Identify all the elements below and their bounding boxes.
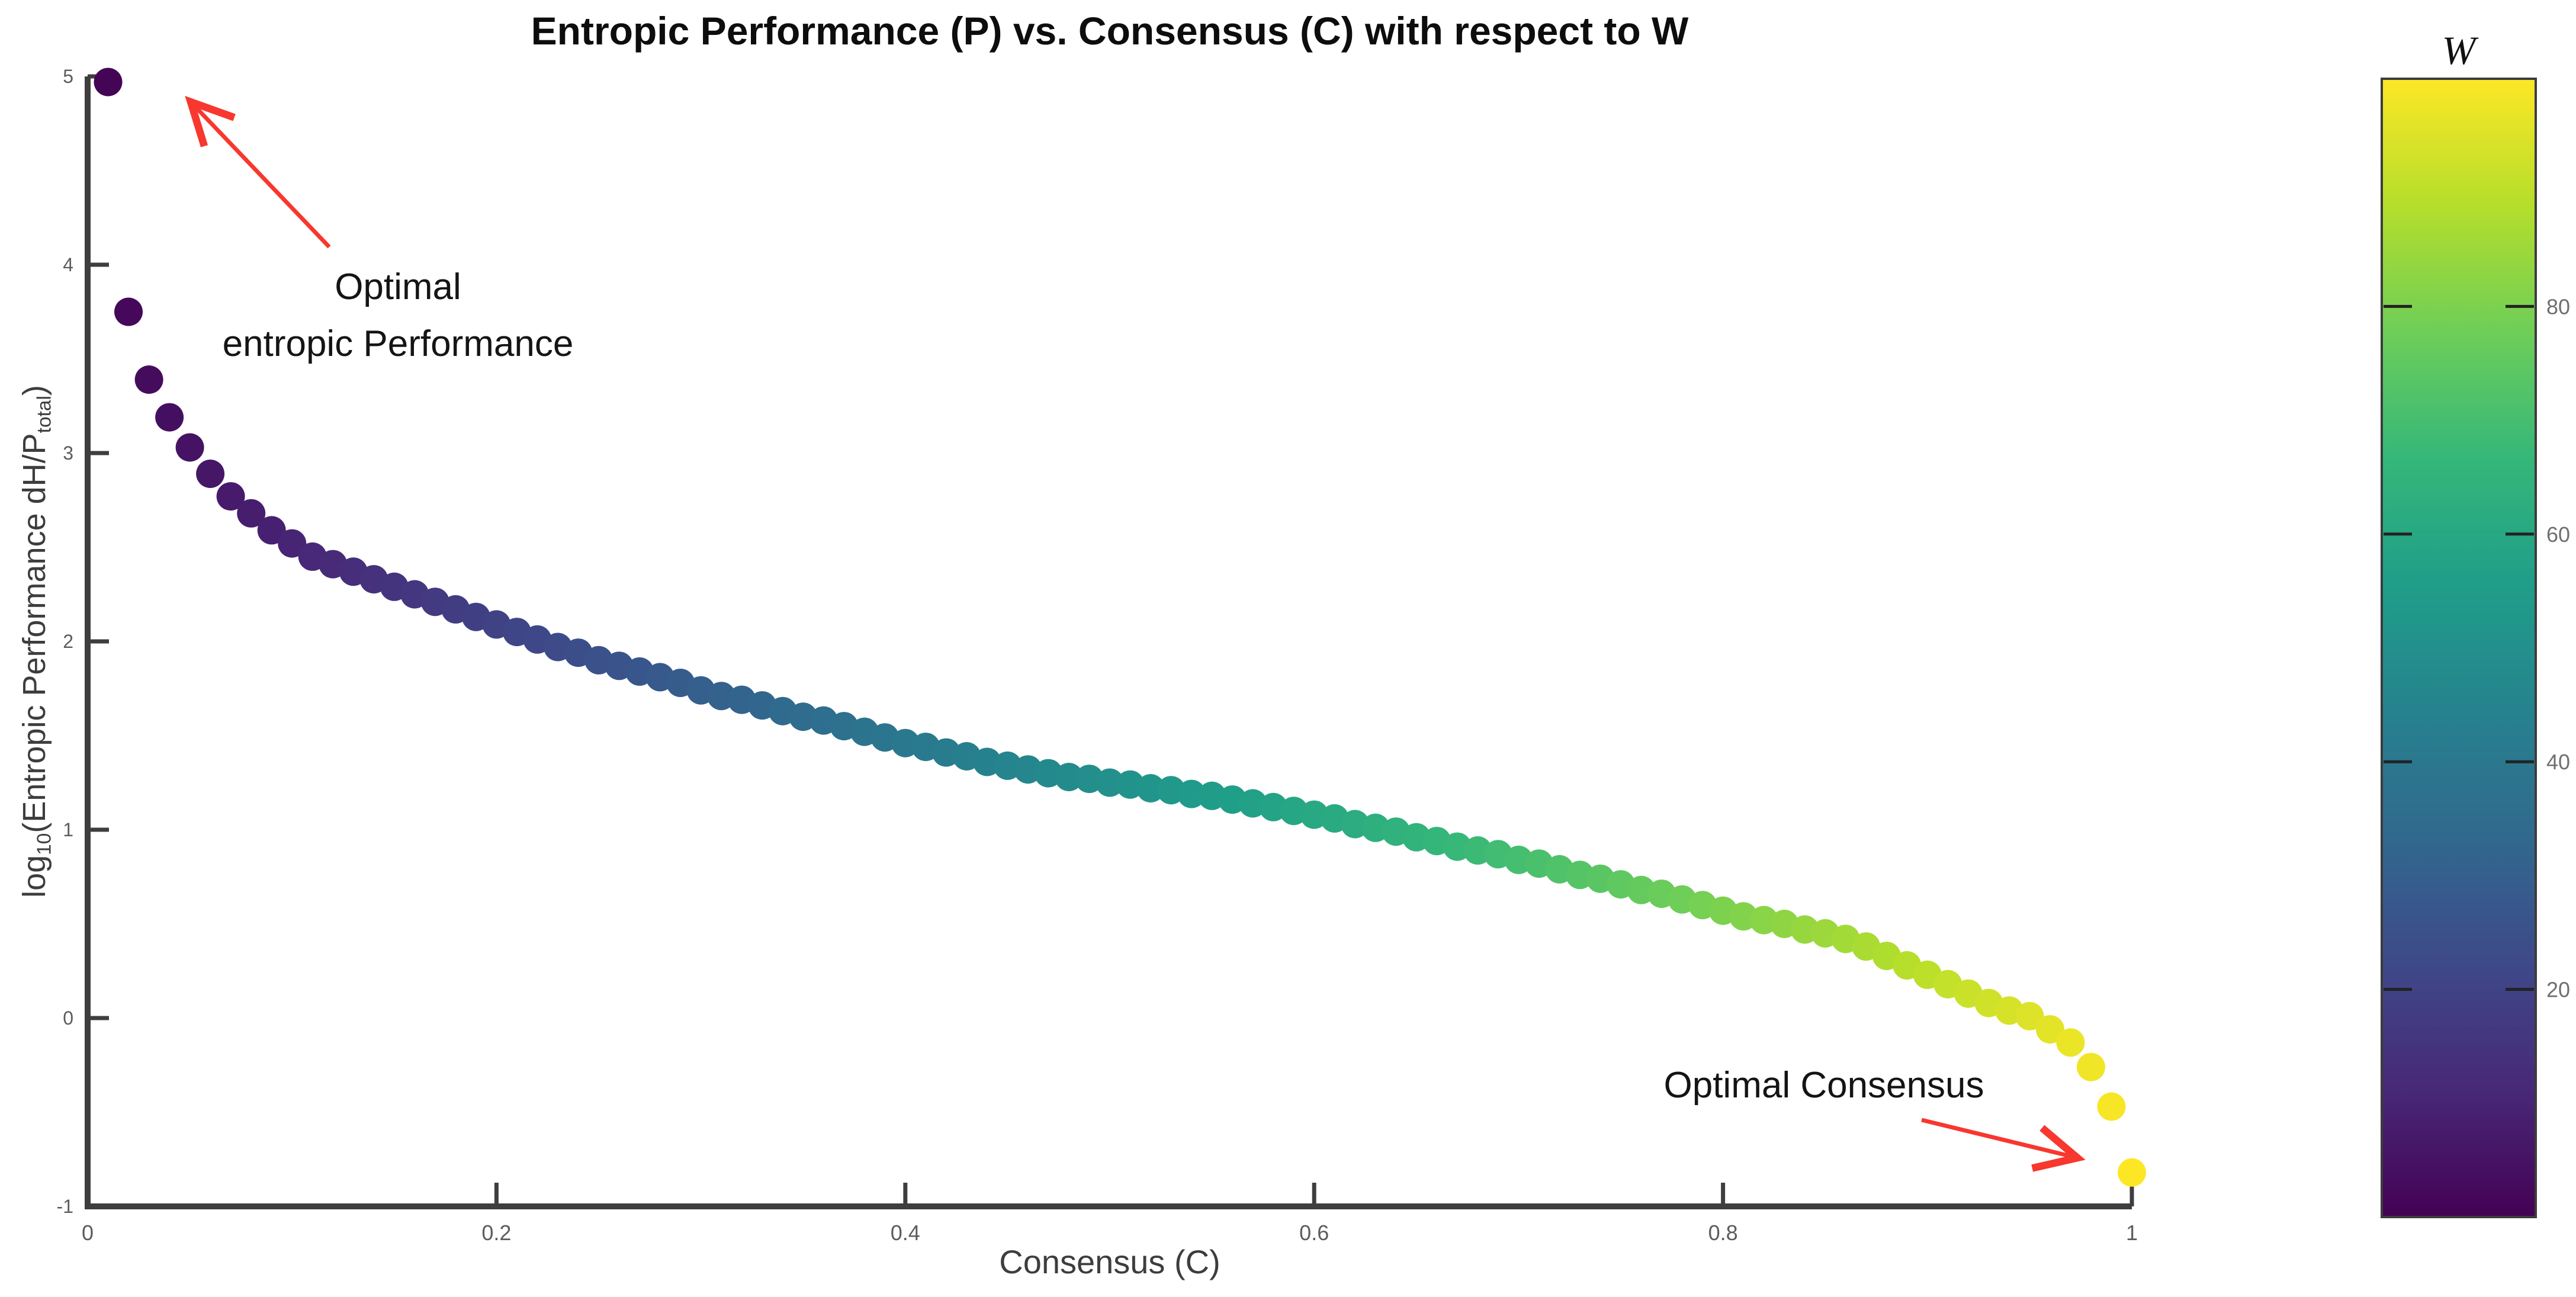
scatter-point (2056, 1028, 2085, 1057)
y-tick-label: -1 (57, 1196, 73, 1217)
colorbar-tick-label: 80 (2546, 294, 2570, 319)
arrow-to-optimal-performance (185, 95, 331, 249)
annotation-optimal-performance: Optimal entropic Performance (102, 259, 694, 373)
scatter-point (2077, 1052, 2105, 1081)
chart-title: Entropic Performance (P) vs. Consensus (… (531, 9, 1689, 53)
arrow-to-optimal-consensus (1921, 1118, 2086, 1172)
x-axis-ticks: 0 0.2 0.4 0.6 0.8 1 (82, 1183, 2138, 1245)
x-tick-label: 0 (82, 1221, 94, 1245)
colorbar-tick-label: 60 (2546, 522, 2570, 547)
annotation-line: Optimal (335, 267, 461, 307)
scatter-point (94, 68, 123, 97)
scatter-point (2118, 1158, 2146, 1187)
scatter-point (278, 529, 307, 558)
annotation-line: Optimal Consensus (1663, 1065, 1984, 1106)
scatter-point (1096, 768, 1124, 797)
scatter-point (134, 365, 163, 394)
annotation-arrows (185, 95, 2086, 1172)
scatter-point (1055, 763, 1083, 791)
colorbar-title: W (2442, 28, 2479, 73)
scatter-point (237, 499, 266, 528)
x-tick-label: 0.4 (891, 1221, 920, 1245)
scatter-point (257, 516, 286, 545)
axes (85, 76, 2132, 1209)
scatter-point (216, 482, 245, 511)
x-tick-label: 0.6 (1299, 1221, 1329, 1245)
x-tick-label: 1 (2126, 1221, 2138, 1245)
scatter-point (175, 433, 204, 462)
colorbar-tick-label: 40 (2546, 750, 2570, 774)
x-tick-label: 0.8 (1708, 1221, 1738, 1245)
x-axis-label: Consensus (C) (999, 1243, 1220, 1280)
y-tick-label: 0 (63, 1007, 73, 1029)
annotation-optimal-consensus: Optimal Consensus (1552, 1057, 2096, 1114)
scatter-point (155, 403, 184, 432)
y-axis-ticks: 5 4 3 2 1 0 -1 (57, 66, 109, 1217)
colorbar-tick-label: 20 (2546, 978, 2570, 1002)
y-tick-label: 4 (63, 254, 73, 275)
scatter-point (2015, 1001, 2044, 1030)
x-tick-label: 0.2 (481, 1221, 511, 1245)
scatter-point (1136, 774, 1165, 802)
scatter-point (2035, 1015, 2064, 1044)
scatter-points (94, 68, 2146, 1187)
y-tick-label: 3 (63, 442, 73, 464)
scatter-point (196, 460, 225, 488)
annotation-line: entropic Performance (222, 323, 574, 364)
scatter-point (114, 297, 143, 326)
y-tick-label: 1 (63, 819, 73, 840)
scatter-point (1177, 779, 1206, 808)
scatter-point (2097, 1092, 2126, 1121)
colorbar: 20 40 60 80 W (2381, 28, 2570, 1218)
colorbar-ticks: 20 40 60 80 (2384, 294, 2570, 1002)
colorbar-gradient (2381, 78, 2537, 1218)
y-tick-label: 5 (63, 66, 73, 87)
y-tick-label: 2 (63, 631, 73, 652)
